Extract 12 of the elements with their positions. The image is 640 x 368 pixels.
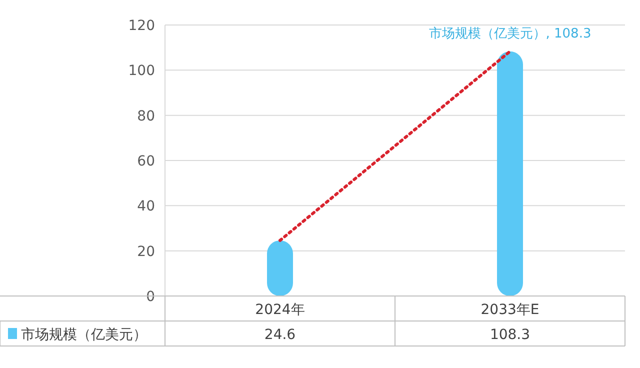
y-tick-label: 120 (128, 18, 155, 34)
annotation: 市场规模（亿美元）, 108.3 (428, 25, 592, 42)
y-tick-label: 100 (128, 63, 155, 80)
y-tick-label: 80 (137, 108, 155, 124)
legend-label: 市场规模（亿美元） (21, 327, 147, 343)
y-tick-label: 20 (137, 244, 155, 260)
data-label: 108.3 (490, 327, 530, 343)
y-tick-label: 40 (137, 198, 155, 215)
y-tick-label: 60 (137, 154, 155, 170)
x-tick-label: 2033年E (480, 302, 540, 318)
x-tick-label: 2024年 (255, 302, 305, 318)
data-label: 24.6 (264, 327, 296, 343)
